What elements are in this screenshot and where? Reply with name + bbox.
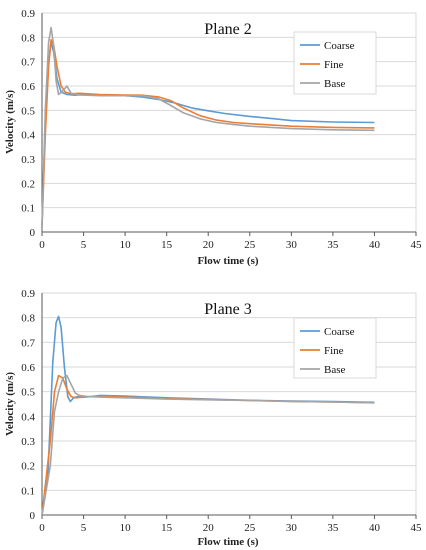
y-tick-label: 0.1 [21,203,35,215]
axes [41,293,417,519]
y-tick-label: 0.2 [21,178,35,190]
x-tick-label: 5 [81,522,87,534]
x-tick-label: 40 [369,522,381,534]
y-tick-label: 0.3 [21,436,35,448]
y-tick-label: 0.8 [21,313,35,325]
y-tick-label: 0.4 [21,411,35,423]
y-tick-label: 0.9 [21,8,35,20]
x-tick-label: 25 [244,239,256,251]
x-tick-label: 20 [203,239,215,251]
series-lines [41,315,375,516]
y-tick-label: 0.8 [21,32,35,44]
x-tick-label: 35 [327,239,339,251]
x-tick-label: 45 [411,522,423,534]
y-tick-label: 0 [30,227,36,239]
y-tick-label: 0.4 [21,130,35,142]
y-tick-label: 0.2 [21,461,35,473]
y-tick-label: 0.1 [21,485,35,497]
series-lines [41,26,375,228]
x-tick-label: 5 [81,239,87,251]
x-tick-label: 0 [39,522,45,534]
x-tick-label: 10 [120,239,132,251]
x-tick-label: 0 [39,239,45,251]
chart-plane-3: 0 5 10 15 20 25 30 35 40 45 0 0.1 0.2 0.3 0.4 0.5 0.6 0.7… [4,288,422,548]
gridlines [42,292,416,491]
legend-label-coarse: Coarse [324,40,355,52]
y-axis-title: Velocity (m/s) [4,372,16,436]
y-tick-label: 0.5 [21,105,35,117]
legend-label-base: Base [324,364,346,376]
x-tick-label: 30 [286,239,298,251]
legend-label-coarse: Coarse [324,326,355,338]
x-tick-label: 25 [244,522,256,534]
axes [41,13,417,236]
legend-label-fine: Fine [324,59,344,71]
y-tick-label: 0.6 [21,81,35,93]
y-tick-label: 0.7 [21,57,35,69]
y-tick-label: 0.3 [21,154,35,166]
x-tick-label: 20 [203,522,215,534]
series-line-base [41,374,375,516]
legend-box [293,317,377,379]
legend-label-fine: Fine [324,345,344,357]
chart-plane-2: 0 5 10 15 20 25 30 35 40 45 0 0.1 0.2 0.3 0.4 0.5 0.6 0.7… [4,8,422,267]
y-tick-label: 0.6 [21,362,35,374]
x-axis-title: Flow time (s) [197,536,258,548]
x-tick-label: 35 [327,522,339,534]
legend: Coarse Fine Base [293,31,377,95]
y-tick-label: 0 [30,510,36,522]
y-tick-label: 0.7 [21,337,35,349]
x-axis-title: Flow time (s) [197,255,258,267]
y-axis-title: Velocity (m/s) [4,90,16,154]
chart-title: Plane 2 [204,21,252,38]
x-tick-label: 15 [161,522,173,534]
x-tick-label: 10 [120,522,132,534]
x-tick-label: 15 [161,239,173,251]
tick-labels: 0 5 10 15 20 25 30 35 40 45 0 0.1 0.2 0.3 0.4 0.5 0.6 0.7… [21,288,422,534]
x-tick-label: 45 [411,239,423,251]
x-tick-label: 30 [286,522,298,534]
x-tick-label: 40 [369,239,381,251]
chart-title: Plane 3 [204,301,252,318]
legend-label-base: Base [324,78,346,90]
tick-labels: 0 5 10 15 20 25 30 35 40 45 0 0.1 0.2 0.3 0.4 0.5 0.6 0.7… [21,8,422,251]
y-tick-label: 0.9 [21,288,35,300]
series-line-base [41,26,375,228]
y-tick-label: 0.5 [21,387,35,399]
legend: Coarse Fine Base [293,317,377,379]
